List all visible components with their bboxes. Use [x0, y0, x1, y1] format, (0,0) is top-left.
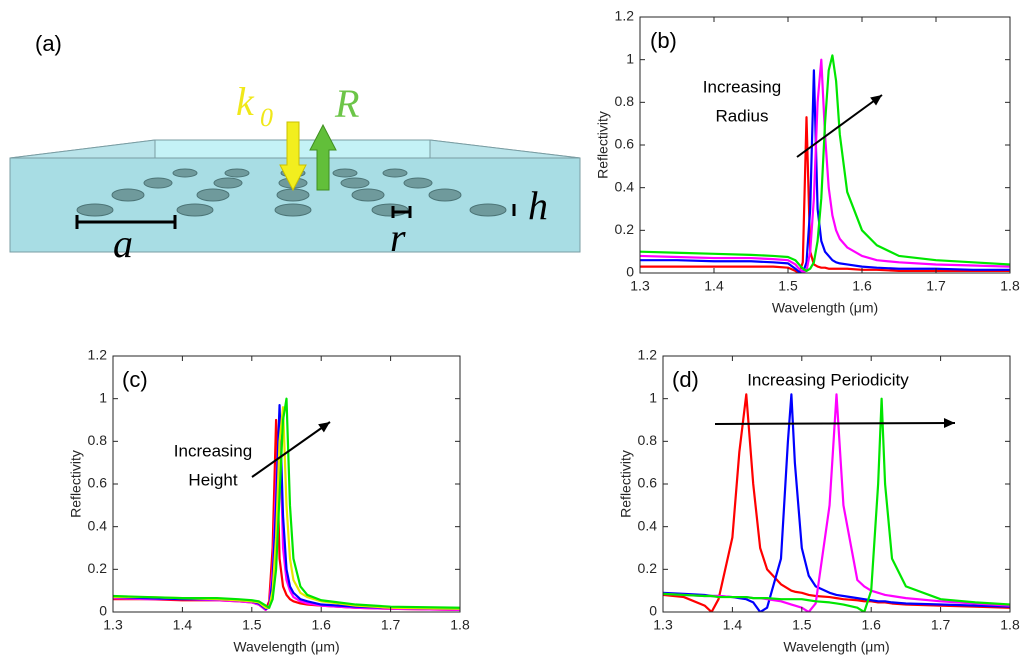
y-tick-label: 0 — [626, 264, 634, 280]
y-tick-label: 0.6 — [615, 136, 635, 152]
y-tick-label: 1 — [99, 389, 107, 405]
x-tick-label: 1.7 — [381, 617, 401, 633]
x-axis-label: Wavelength (μm) — [783, 639, 889, 655]
y-tick-label: 1.2 — [638, 347, 658, 363]
x-tick-label: 1.5 — [242, 617, 262, 633]
annotation: Increasing Periodicity — [747, 370, 909, 389]
x-tick-label: 1.3 — [653, 617, 673, 633]
plot — [113, 397, 460, 611]
x-tick-label: 1.6 — [311, 617, 331, 633]
r-arrow-label: R — [334, 81, 359, 126]
r-arrow — [309, 123, 337, 191]
annotation: Height — [188, 470, 237, 489]
y-axis-label: Reflectivity — [618, 450, 634, 518]
y-tick-label: 1 — [649, 389, 657, 405]
annotation: Increasing — [174, 441, 252, 460]
annotation-arrow — [796, 94, 883, 158]
arrow-head — [870, 95, 882, 106]
y-tick-label: 0.4 — [88, 517, 108, 533]
panel-label: (a) — [35, 31, 62, 56]
x-tick-label: 1.3 — [630, 278, 650, 294]
y-tick-label: 1.2 — [88, 347, 108, 363]
chart: 1.3 1.4 1.5 1.6 1.7 1.8 0 0.2 0.4 0.6 0.8 1 1.2 Wavel… — [618, 347, 1020, 655]
scale-bars — [75, 204, 516, 229]
x-tick-label: 1.7 — [931, 617, 951, 633]
x-tick-label: 1.4 — [704, 278, 724, 294]
disks — [76, 168, 507, 217]
y-axis-label: Reflectivity — [595, 111, 611, 179]
x-axis-label: Wavelength (μm) — [233, 639, 339, 655]
height-label: h — [528, 183, 548, 228]
plot — [663, 393, 1010, 612]
series-line — [663, 397, 1010, 612]
panel-label: (b) — [650, 28, 677, 53]
y-tick-label: 0 — [649, 603, 657, 619]
y-tick-label: 0.4 — [615, 178, 635, 194]
plot — [640, 54, 1010, 273]
x-tick-label: 1.6 — [852, 278, 872, 294]
y-tick-label: 0 — [99, 603, 107, 619]
y-tick-label: 0.4 — [638, 517, 658, 533]
annotation-arrow — [251, 421, 331, 478]
x-axis-label: Wavelength (μm) — [772, 300, 878, 316]
k-subscript: 0 — [260, 103, 273, 132]
panel-label: (c) — [122, 367, 148, 392]
x-tick-label: 1.4 — [173, 617, 193, 633]
series-line — [640, 116, 1010, 273]
annotation: Increasing — [703, 77, 781, 96]
series-line — [640, 58, 1010, 273]
arrow-head — [943, 418, 955, 429]
x-tick-label: 1.8 — [1000, 278, 1020, 294]
y-tick-label: 0.2 — [88, 560, 108, 576]
x-tick-label: 1.8 — [450, 617, 470, 633]
x-tick-label: 1.5 — [778, 278, 798, 294]
x-tick-label: 1.7 — [926, 278, 946, 294]
arrow-head — [318, 422, 330, 433]
annotation-arrow — [714, 422, 956, 425]
k-label: k — [236, 79, 255, 124]
annotation: Radius — [716, 106, 769, 125]
y-tick-label: 1.2 — [615, 8, 635, 24]
series-line — [640, 54, 1010, 272]
radius-label: r — [390, 215, 406, 260]
panel-label: (d) — [672, 367, 699, 392]
y-tick-label: 0.2 — [615, 221, 635, 237]
diagram: (a) k 0 R a r h — [9, 31, 581, 266]
y-tick-label: 0.8 — [88, 432, 108, 448]
y-tick-label: 1 — [626, 50, 634, 66]
y-tick-label: 0.2 — [638, 560, 658, 576]
y-tick-label: 0.6 — [88, 475, 108, 491]
y-tick-label: 0.8 — [638, 432, 658, 448]
y-tick-label: 0.8 — [615, 93, 635, 109]
x-tick-label: 1.6 — [861, 617, 881, 633]
k-arrow — [279, 121, 307, 192]
chart: 1.3 1.4 1.5 1.6 1.7 1.8 0 0.2 0.4 0.6 0.8 1 1.2 Wavel… — [68, 347, 470, 655]
y-tick-label: 0.6 — [638, 475, 658, 491]
y-axis-label: Reflectivity — [68, 450, 84, 518]
x-tick-label: 1.4 — [723, 617, 743, 633]
period-label: a — [113, 221, 133, 266]
series-line — [113, 397, 460, 609]
chart: 1.3 1.4 1.5 1.6 1.7 1.8 0 0.2 0.4 0.6 0.8 1 1.2 Wavel… — [595, 8, 1020, 316]
x-tick-label: 1.8 — [1000, 617, 1020, 633]
x-tick-label: 1.3 — [103, 617, 123, 633]
x-tick-label: 1.5 — [792, 617, 812, 633]
